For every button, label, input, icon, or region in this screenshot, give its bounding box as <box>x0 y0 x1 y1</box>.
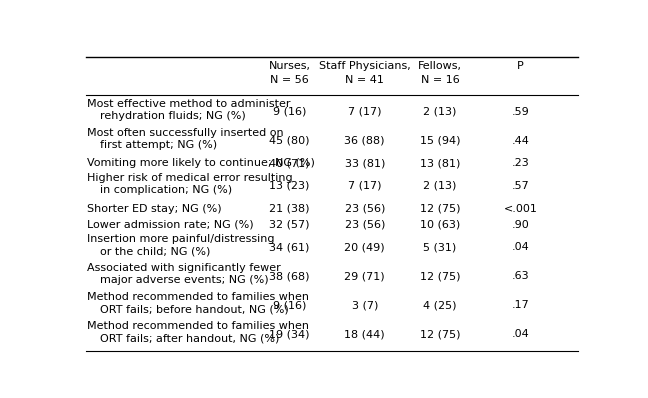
Text: 15 (94): 15 (94) <box>420 136 460 146</box>
Text: Lower admission rate; NG (%): Lower admission rate; NG (%) <box>87 220 253 230</box>
Text: .90: .90 <box>511 220 529 230</box>
Text: .04: .04 <box>511 242 529 252</box>
Text: ORT fails; before handout, NG (%): ORT fails; before handout, NG (%) <box>100 304 289 314</box>
Text: Fellows,: Fellows, <box>418 61 462 71</box>
Text: 9 (16): 9 (16) <box>273 107 306 117</box>
Text: Shorter ED stay; NG (%): Shorter ED stay; NG (%) <box>87 204 222 214</box>
Text: 7 (17): 7 (17) <box>348 181 382 191</box>
Text: 34 (61): 34 (61) <box>269 242 310 252</box>
Text: major adverse events; NG (%): major adverse events; NG (%) <box>100 275 269 285</box>
Text: 19 (34): 19 (34) <box>269 329 310 339</box>
Text: 12 (75): 12 (75) <box>420 271 460 281</box>
Text: 5 (31): 5 (31) <box>423 242 457 252</box>
Text: .04: .04 <box>511 329 529 339</box>
Text: Method recommended to families when: Method recommended to families when <box>87 321 309 331</box>
Text: 10 (63): 10 (63) <box>420 220 460 230</box>
Text: or the child; NG (%): or the child; NG (%) <box>100 246 211 256</box>
Text: .44: .44 <box>511 136 529 146</box>
Text: Method recommended to families when: Method recommended to families when <box>87 292 309 302</box>
Text: Insertion more painful/distressing: Insertion more painful/distressing <box>87 234 275 244</box>
Text: 33 (81): 33 (81) <box>345 158 385 168</box>
Text: 38 (68): 38 (68) <box>269 271 310 281</box>
Text: 9 (16): 9 (16) <box>273 300 306 310</box>
Text: 2 (13): 2 (13) <box>423 107 457 117</box>
Text: Vomiting more likely to continue; NG (%): Vomiting more likely to continue; NG (%) <box>87 158 315 168</box>
Text: 36 (88): 36 (88) <box>345 136 385 146</box>
Text: 40 (71): 40 (71) <box>269 158 310 168</box>
Text: ORT fails; after handout, NG (%): ORT fails; after handout, NG (%) <box>100 333 279 343</box>
Text: N = 16: N = 16 <box>421 75 459 85</box>
Text: .23: .23 <box>511 158 529 168</box>
Text: .17: .17 <box>511 300 529 310</box>
Text: 29 (71): 29 (71) <box>345 271 385 281</box>
Text: 2 (13): 2 (13) <box>423 181 457 191</box>
Text: N = 56: N = 56 <box>270 75 309 85</box>
Text: rehydration fluids; NG (%): rehydration fluids; NG (%) <box>100 111 246 121</box>
Text: Staff Physicians,: Staff Physicians, <box>319 61 411 71</box>
Text: 4 (25): 4 (25) <box>423 300 457 310</box>
Text: P: P <box>517 61 524 71</box>
Text: 45 (80): 45 (80) <box>269 136 310 146</box>
Text: Associated with significantly fewer: Associated with significantly fewer <box>87 263 281 273</box>
Text: 13 (23): 13 (23) <box>269 181 310 191</box>
Text: Most effective method to administer: Most effective method to administer <box>87 99 290 109</box>
Text: <.001: <.001 <box>503 204 537 214</box>
Text: 32 (57): 32 (57) <box>269 220 310 230</box>
Text: N = 41: N = 41 <box>345 75 384 85</box>
Text: .57: .57 <box>511 181 529 191</box>
Text: 13 (81): 13 (81) <box>420 158 460 168</box>
Text: first attempt; NG (%): first attempt; NG (%) <box>100 140 217 150</box>
Text: .59: .59 <box>511 107 529 117</box>
Text: Most often successfully inserted on: Most often successfully inserted on <box>87 128 284 138</box>
Text: .63: .63 <box>512 271 529 281</box>
Text: 18 (44): 18 (44) <box>345 329 385 339</box>
Text: 7 (17): 7 (17) <box>348 107 382 117</box>
Text: 3 (7): 3 (7) <box>352 300 378 310</box>
Text: 12 (75): 12 (75) <box>420 329 460 339</box>
Text: in complication; NG (%): in complication; NG (%) <box>100 185 232 195</box>
Text: 20 (49): 20 (49) <box>345 242 385 252</box>
Text: Nurses,: Nurses, <box>268 61 310 71</box>
Text: Higher risk of medical error resulting: Higher risk of medical error resulting <box>87 173 293 183</box>
Text: 23 (56): 23 (56) <box>345 220 385 230</box>
Text: 12 (75): 12 (75) <box>420 204 460 214</box>
Text: 23 (56): 23 (56) <box>345 204 385 214</box>
Text: 21 (38): 21 (38) <box>269 204 310 214</box>
